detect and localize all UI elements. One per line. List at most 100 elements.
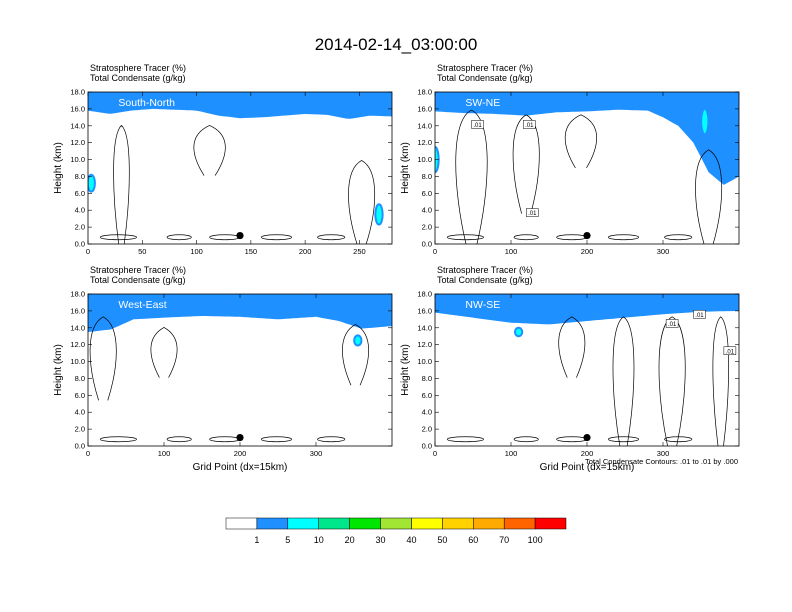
y-tick-label: 0.0 <box>422 240 432 249</box>
y-tick-label: 6.0 <box>75 391 85 400</box>
y-tick-label: 10.0 <box>70 155 85 164</box>
condensate-contour-low-2 <box>513 234 539 241</box>
colorbar-swatch <box>411 517 443 530</box>
y-tick-label: 8.0 <box>75 172 85 181</box>
contour-label: .01 <box>525 123 534 129</box>
contour-label-box <box>522 120 536 129</box>
y-tick-label: 12.0 <box>417 138 432 147</box>
condensate-contour-low-5 <box>317 234 346 241</box>
tracer-patch-2 <box>700 107 710 136</box>
condensate-contour-low-2 <box>513 436 539 443</box>
y-tick-label: 18.0 <box>70 88 85 97</box>
condensate-contour-4 <box>695 149 723 244</box>
y-tick-label: 10.0 <box>417 155 432 164</box>
tracer-patch-1 <box>513 326 524 338</box>
colorbar-swatch <box>534 517 567 530</box>
location-marker <box>583 231 591 240</box>
panel-4: Stratosphere Tracer (%)Total Condensate … <box>400 265 740 473</box>
y-tick-label: 0.0 <box>75 442 85 451</box>
colorbar-swatch <box>503 517 536 530</box>
condensate-contour-2 <box>612 316 635 446</box>
colorbar-swatch <box>380 517 412 530</box>
y-tick-label: 6.0 <box>422 391 432 400</box>
x-tick-label: 100 <box>505 247 518 256</box>
contour-label: .01 <box>695 313 704 319</box>
x-tick-label: 50 <box>138 247 146 256</box>
contour-label: .01 <box>668 322 677 328</box>
condensate-contour-low-4 <box>607 234 640 241</box>
condensate-contour-low-1 <box>99 436 137 443</box>
colorbar-swatch <box>256 517 289 530</box>
x-tick-label: 0 <box>433 449 437 458</box>
x-tick-label: 100 <box>190 247 203 256</box>
x-tick-label: 300 <box>657 247 670 256</box>
colorbar: 1 5 10 20 30 40 50 60 70 100 <box>225 517 567 545</box>
y-tick-label: 4.0 <box>422 206 432 215</box>
tracer-band-1 <box>88 294 392 332</box>
condensate-contour-low-4 <box>260 234 293 241</box>
header-condensate: Total Condensate (g/kg) <box>437 73 533 83</box>
y-tick-label: 16.0 <box>417 306 432 315</box>
panel-title: NW-SE <box>465 299 500 311</box>
header-tracer: Stratosphere Tracer (%) <box>90 63 186 73</box>
plot-area: .01 .01 .01 <box>435 92 739 244</box>
y-tick-label: 4.0 <box>422 408 432 417</box>
colorbar-label: 70 <box>499 535 509 545</box>
header-condensate: Total Condensate (g/kg) <box>437 275 533 285</box>
y-tick-label: 14.0 <box>70 121 85 130</box>
tracer-band-1 <box>435 294 739 325</box>
condensate-contour-low-4 <box>607 436 640 443</box>
colorbar-label: 5 <box>285 535 290 545</box>
y-tick-label: 4.0 <box>75 206 85 215</box>
colorbar-swatch <box>349 517 381 530</box>
condensate-contour-4 <box>712 316 729 446</box>
colorbar-swatch <box>225 517 258 530</box>
x-tick-label: 300 <box>657 449 670 458</box>
condensate-contour-3 <box>564 114 597 169</box>
x-tick-label: 100 <box>505 449 518 458</box>
y-axis-title: Height (km) <box>53 344 64 396</box>
header-condensate: Total Condensate (g/kg) <box>90 275 186 285</box>
panel-1: Stratosphere Tracer (%)Total Condensate … <box>53 63 393 256</box>
y-tick-label: 14.0 <box>417 121 432 130</box>
y-tick-label: 2.0 <box>422 425 432 434</box>
y-tick-label: 8.0 <box>422 374 432 383</box>
y-tick-label: 14.0 <box>417 323 432 332</box>
x-tick-label: 200 <box>581 449 594 458</box>
plot-frame <box>87 91 393 245</box>
condensate-contour-1 <box>113 124 130 244</box>
x-tick-label: 100 <box>158 449 171 458</box>
x-tick-label: 200 <box>581 247 594 256</box>
colorbar-swatch <box>442 517 474 530</box>
contour-label: .01 <box>473 123 482 129</box>
condensate-contour-1 <box>89 316 117 401</box>
condensate-contour-low-5 <box>664 234 693 241</box>
colorbar-label: 1 <box>254 535 259 545</box>
panel-3: Stratosphere Tracer (%)Total Condensate … <box>53 265 393 473</box>
y-tick-label: 10.0 <box>70 357 85 366</box>
panel-title: South-North <box>118 97 175 109</box>
y-tick-label: 18.0 <box>70 290 85 299</box>
condensate-contour-3 <box>348 160 376 244</box>
plot-area: .01 .01 .01 <box>435 294 739 446</box>
y-tick-label: 0.0 <box>75 240 85 249</box>
y-tick-label: 4.0 <box>75 408 85 417</box>
x-tick-label: 0 <box>86 449 90 458</box>
y-tick-label: 0.0 <box>422 442 432 451</box>
tracer-band-1 <box>435 92 739 185</box>
x-tick-label: 300 <box>310 449 323 458</box>
y-tick-label: 10.0 <box>417 357 432 366</box>
colorbar-swatch <box>318 517 350 530</box>
y-tick-label: 12.0 <box>70 340 85 349</box>
condensate-contour-1 <box>455 109 488 244</box>
main-title: 2014-02-14_03:00:00 <box>315 35 478 54</box>
panels-group: Stratosphere Tracer (%) Total Condensate … <box>53 63 740 473</box>
y-tick-label: 16.0 <box>70 306 85 315</box>
colorbar-label: 40 <box>406 535 416 545</box>
y-tick-label: 12.0 <box>417 340 432 349</box>
contour-label-box <box>471 120 484 129</box>
y-tick-label: 8.0 <box>75 374 85 383</box>
y-tick-label: 16.0 <box>70 104 85 113</box>
condensate-contour-low-2 <box>166 436 192 443</box>
colorbar-label: 30 <box>376 535 386 545</box>
